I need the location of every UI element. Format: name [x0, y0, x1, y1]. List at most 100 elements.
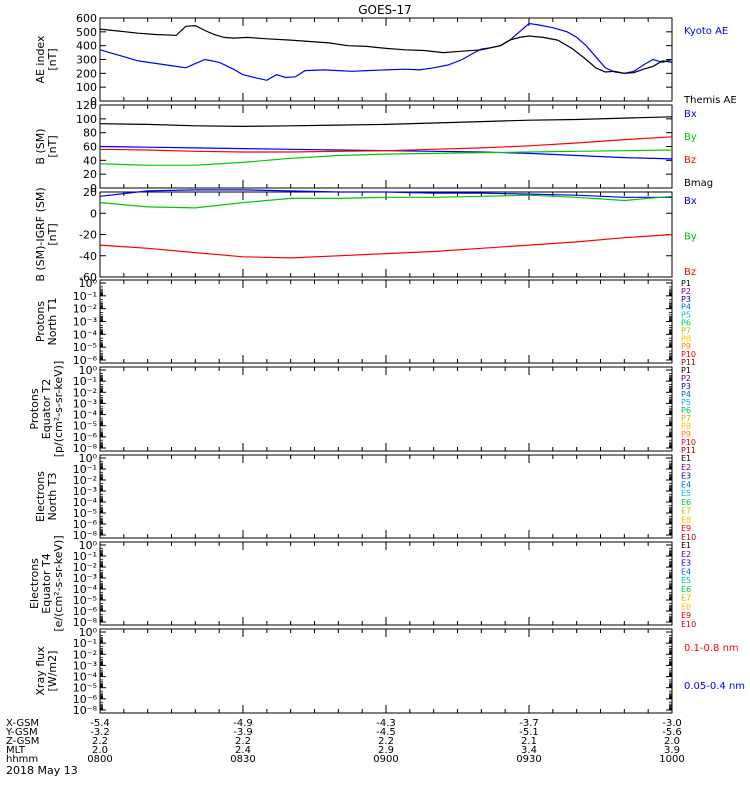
y-tick-label: 10⁻⁵ [73, 341, 97, 354]
y-tick-label: 10⁻⁵ [73, 594, 97, 607]
y-tick-label: 10⁻³ [73, 397, 97, 410]
legend-label: Bz [684, 267, 696, 278]
y-tick-label: 200 [76, 67, 97, 80]
y-tick-label: 10⁻² [73, 386, 97, 399]
legend-label: P2 [681, 374, 691, 383]
y-tick-label: 10⁻⁴ [73, 409, 98, 422]
orbit-value: 0900 [373, 754, 398, 765]
legend-label: Bz [684, 155, 696, 166]
y-axis-label: [nT] [46, 48, 59, 70]
legend-label: P11 [681, 446, 696, 455]
panel-frame [99, 541, 673, 626]
series-line-bx [99, 189, 672, 198]
legend-label: P7 [681, 414, 691, 423]
y-tick-label: 10⁻⁸ [73, 704, 98, 717]
legend-label: P9 [681, 430, 691, 439]
y-tick-label: 10⁻⁶ [73, 518, 98, 531]
legend-label: E1 [681, 454, 691, 463]
y-tick-label: 10⁻⁶ [73, 693, 98, 706]
orbit-value: 2.4 [235, 745, 251, 756]
panel-bigrf: -60 -40 -20 0 20 B (SM)-IGRF (SM) [nT] Bx By Bz [34, 186, 697, 284]
legend-label: E7 [681, 594, 691, 603]
legend-label: 0.05-0.4 nm [684, 681, 745, 692]
y-tick-label: 10⁻⁵ [73, 507, 97, 520]
legend-label: Bx [684, 109, 697, 120]
y-axis-label: Xray flux [34, 646, 47, 696]
legend-label: E9 [681, 524, 691, 533]
series-line-bz [99, 233, 673, 259]
orbit-value: -5.4 [90, 718, 110, 729]
orbit-row-label: Z-GSM [6, 736, 39, 747]
y-tick-label: 10⁻³ [73, 659, 97, 672]
y-axis-label: Protons [28, 388, 41, 429]
y-tick-label: 10⁻¹ [73, 637, 97, 650]
panel-frame [99, 191, 673, 278]
legend-label: E2 [681, 550, 691, 559]
legend-label: Bmag [684, 178, 713, 189]
y-tick-label: 10⁻³ [73, 572, 97, 585]
y-tick-label: 600 [76, 12, 97, 25]
orbit-value: -3.7 [519, 718, 539, 729]
legend-label: E6 [681, 585, 691, 594]
y-tick-label: 10⁰ [79, 452, 98, 465]
orbit-value: 2.1 [521, 736, 537, 747]
legend-label: By [684, 132, 697, 143]
orbit-value: 2.0 [664, 736, 680, 747]
legend-label: E6 [681, 498, 691, 507]
legend-label: P9 [681, 342, 691, 351]
y-tick-label: 40 [83, 154, 97, 167]
series-line-kyoto-ae [99, 22, 673, 81]
y-tick-label: 10⁻¹ [73, 463, 97, 476]
orbit-value: 2.2 [378, 736, 394, 747]
orbit-row-label: hhmm [6, 754, 38, 765]
y-tick-label: 10⁻² [73, 303, 97, 316]
y-tick-label: 10⁻⁴ [73, 671, 98, 684]
legend-label: E7 [681, 507, 691, 516]
orbit-row-label: MLT [6, 745, 26, 756]
series-line-bz [99, 136, 673, 153]
orbit-value: -3.0 [662, 718, 682, 729]
legend-label: E8 [681, 515, 691, 524]
y-tick-label: 10⁻² [73, 648, 97, 661]
y-tick-label: 10⁻⁸ [73, 442, 98, 455]
panel-frame [99, 279, 673, 364]
legend-label: P11 [681, 358, 696, 367]
legend-label: P10 [681, 438, 696, 447]
legend-label: E4 [681, 480, 691, 489]
legend-label: P4 [681, 303, 691, 312]
legend-label: P5 [681, 311, 691, 320]
orbit-value: 3.9 [664, 745, 680, 756]
legend-label: E9 [681, 611, 691, 620]
legend-label: E4 [681, 567, 691, 576]
legend-label: P10 [681, 350, 696, 359]
panel-frame [99, 104, 673, 189]
y-tick-label: 80 [83, 127, 97, 140]
y-axis-label: [nT] [46, 223, 59, 245]
y-tick-label: -40 [79, 250, 97, 263]
orbit-value: -4.3 [376, 718, 396, 729]
series-line-by [99, 149, 673, 166]
series-line-by [99, 194, 673, 209]
legend-label: P8 [681, 422, 691, 431]
y-tick-label: 0 [90, 95, 97, 108]
legend-label: P5 [681, 398, 691, 407]
legend-label: E2 [681, 463, 691, 472]
orbit-value: 0830 [230, 754, 255, 765]
series-line-bx [99, 145, 673, 160]
orbit-value: -3.9 [233, 727, 253, 738]
y-tick-label: 20 [83, 186, 97, 199]
y-tick-label: 10⁻⁵ [73, 420, 97, 433]
legend-label: P1 [681, 279, 691, 288]
orbit-value: 2.0 [92, 745, 108, 756]
orbit-value: -4.5 [376, 727, 396, 738]
y-tick-label: 60 [83, 141, 97, 154]
y-tick-label: 20 [83, 168, 97, 181]
legend-label: P8 [681, 334, 691, 343]
y-tick-label: 100 [76, 81, 97, 94]
y-tick-label: 10⁰ [79, 539, 98, 552]
panel-frame [99, 454, 673, 539]
